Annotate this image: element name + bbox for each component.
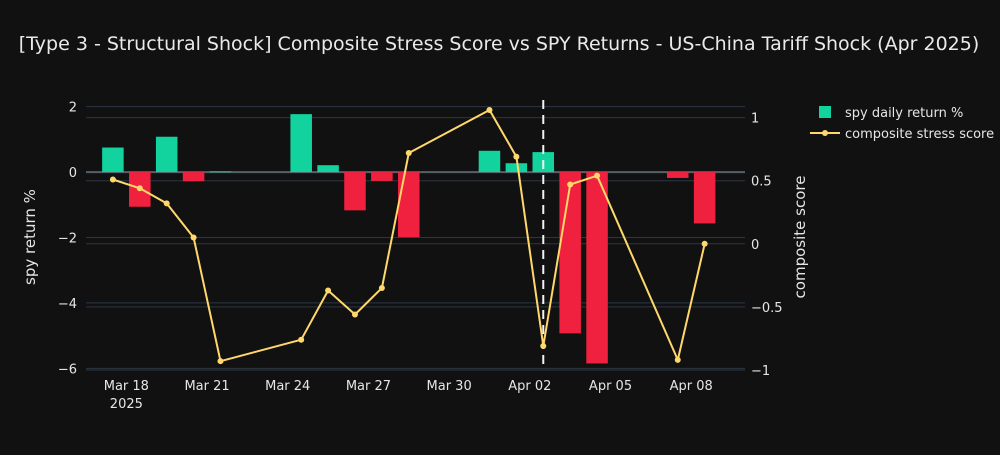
stress-score-point bbox=[486, 107, 493, 114]
stress-score-point bbox=[163, 200, 170, 207]
legend-item-line[interactable]: composite stress score bbox=[810, 127, 994, 142]
stress-score-point bbox=[674, 356, 681, 363]
y-left-tick-label: −2 bbox=[58, 232, 77, 247]
return-bar bbox=[559, 172, 581, 334]
return-bar bbox=[666, 172, 689, 178]
y-left-tick-label: −4 bbox=[58, 297, 77, 312]
y-left-tick-label: 2 bbox=[69, 101, 77, 116]
return-bar bbox=[155, 136, 178, 173]
legend-swatch-bars bbox=[819, 106, 831, 118]
return-bar bbox=[478, 150, 501, 173]
return-bar bbox=[693, 172, 716, 224]
y-right-tick-label: −1 bbox=[751, 364, 770, 379]
x-tick-label: Apr 08 bbox=[670, 379, 713, 394]
stress-score-point bbox=[325, 287, 332, 294]
stress-score-point bbox=[351, 311, 358, 318]
stress-score-point bbox=[701, 240, 708, 247]
stress-score-point bbox=[594, 172, 601, 179]
return-bar bbox=[398, 172, 420, 238]
x-tick-label: Mar 24 bbox=[265, 379, 310, 394]
return-bar bbox=[209, 171, 232, 173]
legend-swatch-marker bbox=[822, 130, 828, 136]
x-tick-label: Mar 21 bbox=[184, 379, 229, 394]
y-right-tick-label: 0 bbox=[751, 238, 759, 253]
y-left-tick-label: 0 bbox=[69, 166, 77, 181]
stress-score-point bbox=[513, 153, 520, 160]
x-tick-label: Mar 30 bbox=[427, 379, 472, 394]
return-bar bbox=[505, 163, 528, 173]
return-bar bbox=[586, 172, 608, 364]
x-tick-label: Mar 27 bbox=[346, 379, 391, 394]
y-axis-right-label: composite score bbox=[791, 176, 809, 299]
stress-score-point bbox=[540, 343, 547, 350]
chart-title: [Type 3 - Structural Shock] Composite St… bbox=[19, 33, 980, 55]
return-bar bbox=[317, 165, 339, 173]
y-right-tick-label: −0.5 bbox=[751, 301, 783, 316]
y-right-tick-label: 1 bbox=[751, 112, 759, 127]
stress-score-point bbox=[405, 149, 412, 156]
y-axis-left-label: spy return % bbox=[21, 189, 39, 285]
x-tick-sublabel: 2025 bbox=[110, 397, 143, 412]
legend-item-bars[interactable]: spy daily return % bbox=[819, 106, 963, 121]
x-tick-label: Mar 18 bbox=[104, 379, 149, 394]
x-tick-label: Apr 02 bbox=[508, 379, 551, 394]
legend[interactable]: spy daily return % composite stress scor… bbox=[810, 106, 994, 142]
stress-score-point bbox=[136, 185, 143, 192]
stress-score-point bbox=[190, 234, 197, 241]
stress-score-point bbox=[567, 181, 574, 188]
return-bar bbox=[102, 147, 124, 173]
legend-label-bars: spy daily return % bbox=[845, 106, 963, 121]
bar-series bbox=[102, 114, 716, 364]
return-bar bbox=[344, 172, 366, 211]
return-bar bbox=[182, 172, 205, 182]
y-right-tick-label: 0.5 bbox=[751, 175, 772, 190]
axes: 2 0 −2 −4 −6 1 0.5 0 −0.5 −1 Mar 18 2025 Mar 21 Mar 2… bbox=[58, 101, 783, 412]
stress-score-point bbox=[298, 336, 305, 343]
legend-label-line: composite stress score bbox=[845, 127, 994, 142]
return-bar bbox=[290, 114, 312, 173]
y-left-tick-label: −6 bbox=[58, 362, 77, 377]
x-tick-label: Apr 05 bbox=[589, 379, 632, 394]
stress-score-point bbox=[378, 284, 385, 291]
stress-score-point bbox=[109, 176, 116, 183]
line-series bbox=[109, 107, 708, 365]
return-bar bbox=[371, 172, 393, 181]
stress-score-point bbox=[217, 358, 224, 365]
